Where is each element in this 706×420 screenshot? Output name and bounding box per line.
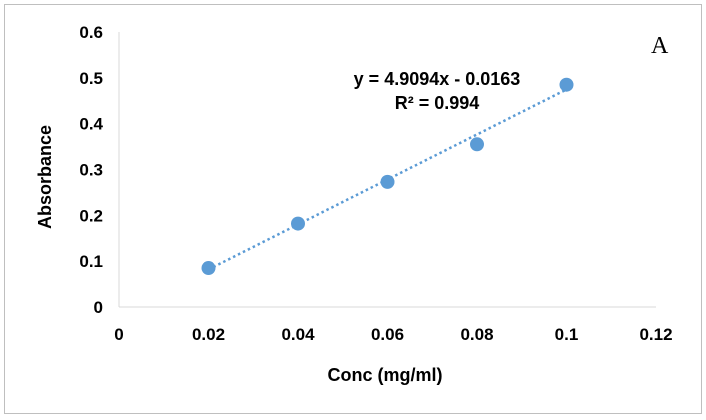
- x-tick-label: 0.08: [460, 325, 493, 344]
- r-squared-label: R² = 0.994: [395, 93, 480, 113]
- chart-frame: 0 0.02 0.04 0.06 0.08 0.1 0.12 0 0.1 0.2 0.3 0.4 0.…: [4, 4, 702, 414]
- data-point: [291, 216, 305, 231]
- scatter-chart: 0 0.02 0.04 0.06 0.08 0.1 0.12 0 0.1 0.2 0.3 0.4 0.…: [35, 23, 673, 385]
- x-tick-label: 0.12: [639, 325, 672, 344]
- trendline-equation: y = 4.9094x - 0.0163: [354, 69, 521, 89]
- x-axis-title: Conc (mg/ml): [328, 365, 443, 385]
- data-point: [380, 174, 395, 189]
- x-tick-labels: 0 0.02 0.04 0.06 0.08 0.1 0.12: [114, 325, 672, 344]
- y-tick-label: 0.3: [79, 161, 103, 180]
- y-tick-label: 0.4: [79, 115, 103, 134]
- panel-label: A: [651, 33, 669, 59]
- data-point: [559, 77, 574, 92]
- data-point: [470, 137, 484, 152]
- y-tick-label: 0: [94, 298, 103, 317]
- y-tick-label: 0.1: [79, 252, 103, 271]
- x-tick-label: 0.1: [555, 325, 579, 344]
- x-tick-label: 0.04: [281, 325, 315, 344]
- y-tick-label: 0.2: [79, 206, 103, 225]
- x-tick-label: 0.02: [192, 325, 225, 344]
- data-point: [201, 261, 216, 276]
- x-tick-label: 0.06: [371, 325, 404, 344]
- axes: [118, 32, 656, 308]
- y-tick-labels: 0 0.1 0.2 0.3 0.4 0.5 0.6: [79, 23, 103, 317]
- y-tick-label: 0.5: [79, 69, 103, 88]
- x-tick-label: 0: [114, 325, 123, 344]
- y-tick-label: 0.6: [79, 23, 103, 42]
- data-points: [201, 77, 574, 276]
- y-axis-title: Absorbance: [35, 125, 55, 229]
